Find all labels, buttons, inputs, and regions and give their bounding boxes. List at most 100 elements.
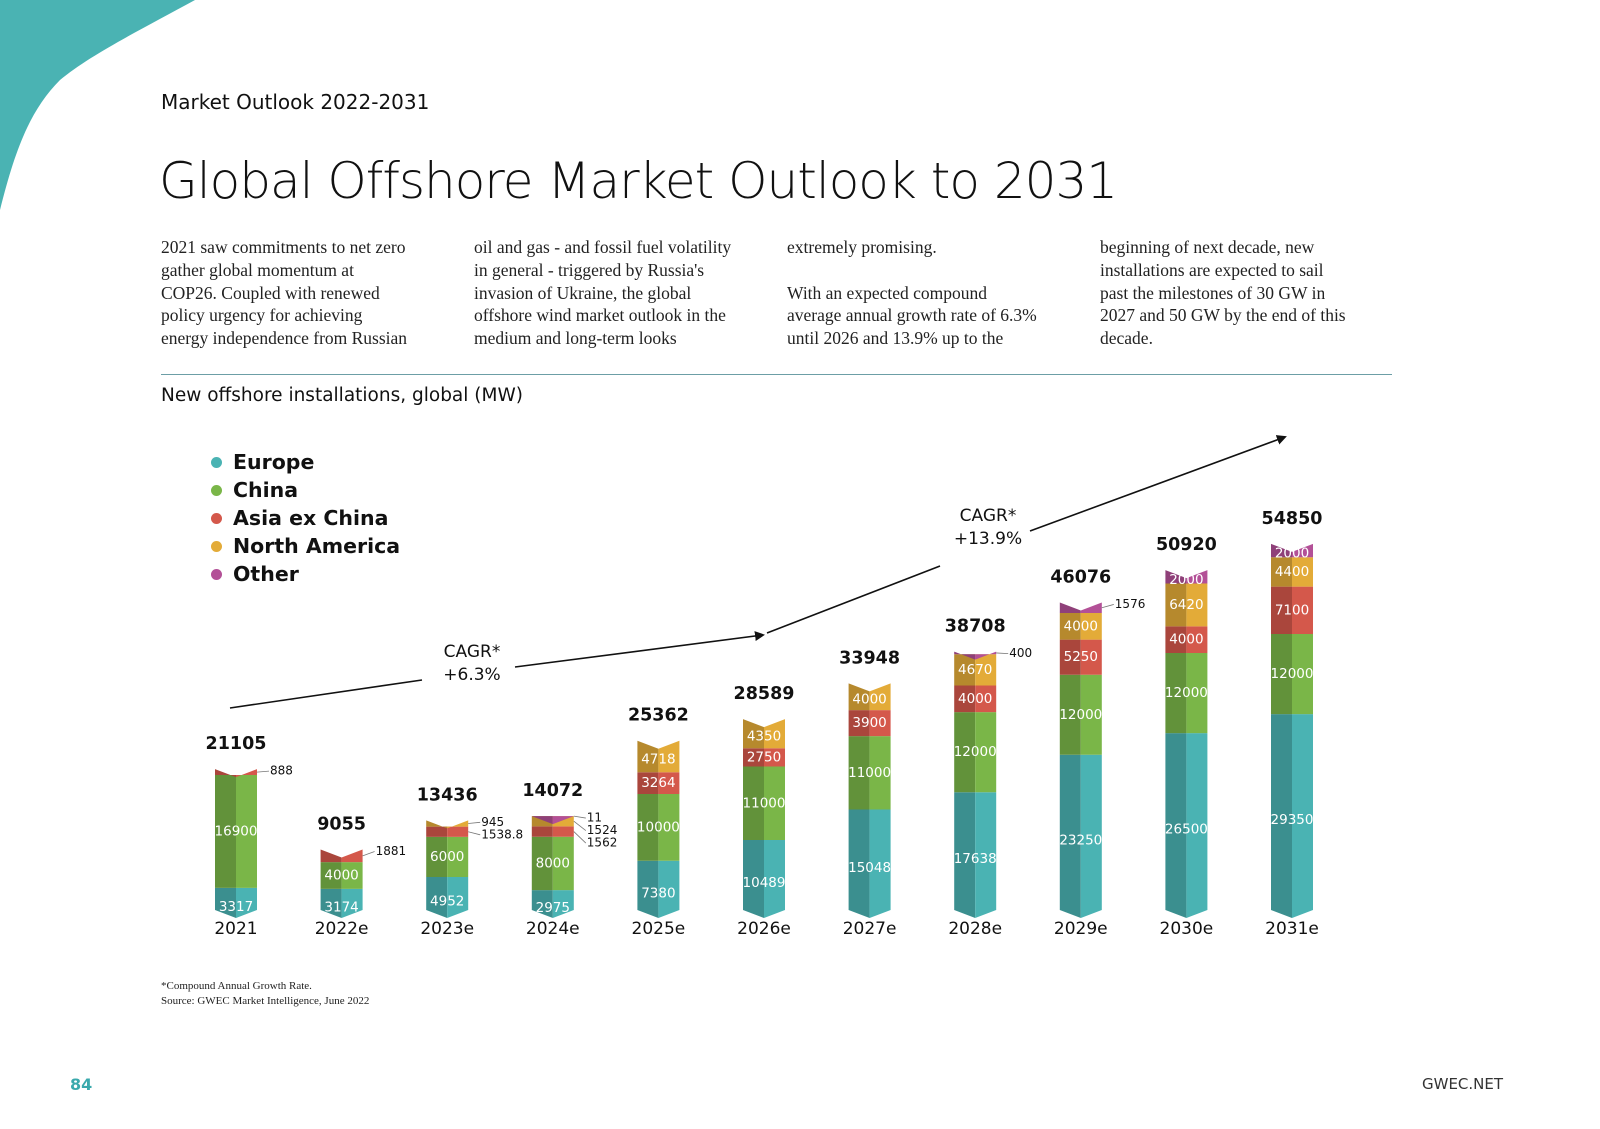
- corner-decoration: [0, 0, 195, 210]
- bar-total-label: 13436: [417, 785, 478, 805]
- bar-total-label: 28589: [734, 684, 795, 704]
- legend-label: North America: [233, 534, 401, 558]
- bar-segment-label: 17638: [954, 851, 997, 867]
- cagr-value: +6.3%: [443, 665, 500, 685]
- bar-segment-china-left: [215, 775, 236, 888]
- cagr-label: CAGR*: [444, 642, 501, 662]
- bar-segment-other-left: [531, 816, 553, 825]
- callout-leader: [996, 652, 1009, 655]
- bar-segment-china: [447, 836, 469, 877]
- bar-segment-north-america: [1292, 557, 1313, 587]
- bar-segment-asia-ex-china-left: [637, 772, 659, 794]
- bar-segment-china-left: [531, 836, 553, 891]
- bar-segment-label: 2750: [747, 749, 781, 765]
- bar-segment-north-america-left: [848, 683, 870, 711]
- bar-segment-label: 2000: [1169, 572, 1203, 588]
- bar-segment-label: 4000: [852, 692, 886, 708]
- bar-segment-asia-ex-china: [1186, 626, 1208, 654]
- bar-segment-europe: [975, 792, 997, 918]
- bar-segment-asia-ex-china: [341, 849, 363, 863]
- cagr-arrow-2: [1029, 435, 1287, 532]
- intro-paragraph-1: 2021 saw commitments to net zero gather …: [161, 237, 408, 349]
- bar-segment-label: 3900: [852, 715, 886, 731]
- bar-segment-asia-ex-china: [1292, 586, 1313, 634]
- bar-callout-label: 1562: [587, 836, 618, 850]
- bar-segment-china-left: [848, 736, 870, 810]
- bar-segment-label: 16900: [215, 823, 258, 839]
- bar-segment-europe: [1186, 733, 1208, 918]
- bar-segment-label: 10489: [743, 875, 786, 891]
- bar-segment-asia-ex-china-left: [954, 685, 976, 713]
- legend-item-asia-ex-china: Asia ex China: [211, 504, 400, 532]
- bar-segment-europe-left: [531, 890, 553, 918]
- bar-segment-china-left: [1165, 653, 1187, 734]
- bar-segment-label: 4000: [324, 867, 358, 883]
- bar-segment-china-left: [426, 836, 448, 877]
- bar-segment-asia-ex-china: [1080, 639, 1102, 675]
- cagr-line-segment: [229, 679, 423, 709]
- bar-segment-china-left: [743, 766, 764, 840]
- x-tick-label: 2030e: [1160, 919, 1214, 939]
- x-tick-label: 2029e: [1054, 919, 1108, 939]
- bar-segment-label: 7100: [1275, 602, 1309, 618]
- callout-leader: [362, 851, 375, 857]
- bar-segment-label: 12000: [1165, 685, 1208, 701]
- bar-segment-label: 23250: [1059, 832, 1102, 848]
- bar-segment-north-america: [447, 820, 469, 829]
- bar-callout-label: 1524: [587, 823, 618, 837]
- x-tick-label: 2027e: [843, 919, 897, 939]
- bar-total-label: 14072: [522, 781, 583, 801]
- bar-segment-label: 8000: [536, 855, 570, 871]
- bar-segment-europe-left: [954, 792, 976, 918]
- bar-segment-asia-ex-china-left: [531, 826, 553, 837]
- bar-segment-china-left: [637, 793, 659, 861]
- bar-segment-north-america-left: [743, 719, 764, 749]
- bar-segment-asia-ex-china: [975, 685, 997, 713]
- callout-leader: [1101, 604, 1114, 609]
- bar-segment-china: [1186, 653, 1208, 734]
- bar-segment-china: [1292, 633, 1313, 715]
- bar-segment-label: 4670: [958, 662, 992, 678]
- bar-segment-north-america-left: [1165, 583, 1187, 627]
- bar-segment-label: 11000: [848, 765, 891, 781]
- bar-callout-label: 888: [270, 764, 293, 778]
- bar-total-label: 9055: [317, 815, 366, 835]
- bar-segment-europe: [552, 890, 574, 918]
- x-tick-label: 2022e: [315, 919, 369, 939]
- bar-segment-asia-ex-china-left: [1271, 586, 1292, 634]
- bar-segment-china: [869, 736, 891, 810]
- bar-segment-asia-ex-china: [869, 710, 891, 737]
- section-divider: [161, 374, 1392, 375]
- legend-dot-china: [211, 484, 222, 496]
- bar-segment-label: 4718: [641, 751, 675, 767]
- bar-callout-label: 400: [1009, 646, 1032, 660]
- chart-legend: Europe China Asia ex China North America…: [211, 448, 400, 588]
- bar-segment-north-america: [975, 654, 997, 686]
- bar-segment-europe-left: [848, 809, 870, 918]
- bar-segment-europe: [236, 887, 257, 918]
- legend-label: Europe: [233, 450, 315, 474]
- bar-segment-label: 12000: [1271, 666, 1314, 682]
- x-tick-label: 2031e: [1265, 919, 1319, 939]
- bar-segment-china: [552, 836, 574, 891]
- bar-segment-label: 4952: [430, 893, 464, 909]
- cagr-label: CAGR*: [960, 506, 1017, 526]
- bar-segment-china: [764, 766, 785, 840]
- bar-segment-label: 6420: [1169, 597, 1203, 613]
- bar-segment-label: 4000: [1064, 618, 1098, 634]
- bar-segment-china: [341, 862, 363, 889]
- bar-segment-china-left: [320, 862, 342, 889]
- bar-segment-europe: [1080, 754, 1102, 918]
- bar-total-label: 33948: [839, 648, 900, 668]
- cagr-arrow-1: [514, 631, 765, 668]
- bar-segment-other: [1292, 543, 1313, 558]
- bar-segment-europe: [1292, 714, 1313, 918]
- bar-segment-label: 6000: [430, 849, 464, 865]
- bar-segment-label: 4000: [958, 691, 992, 707]
- bar-segment-north-america: [1186, 583, 1208, 627]
- bar-total-label: 21105: [206, 734, 267, 754]
- bar-segment-other-left: [1165, 570, 1187, 584]
- page-title: Global Offshore Market Outlook to 2031: [159, 152, 1118, 210]
- bar-segment-europe-left: [1271, 714, 1292, 918]
